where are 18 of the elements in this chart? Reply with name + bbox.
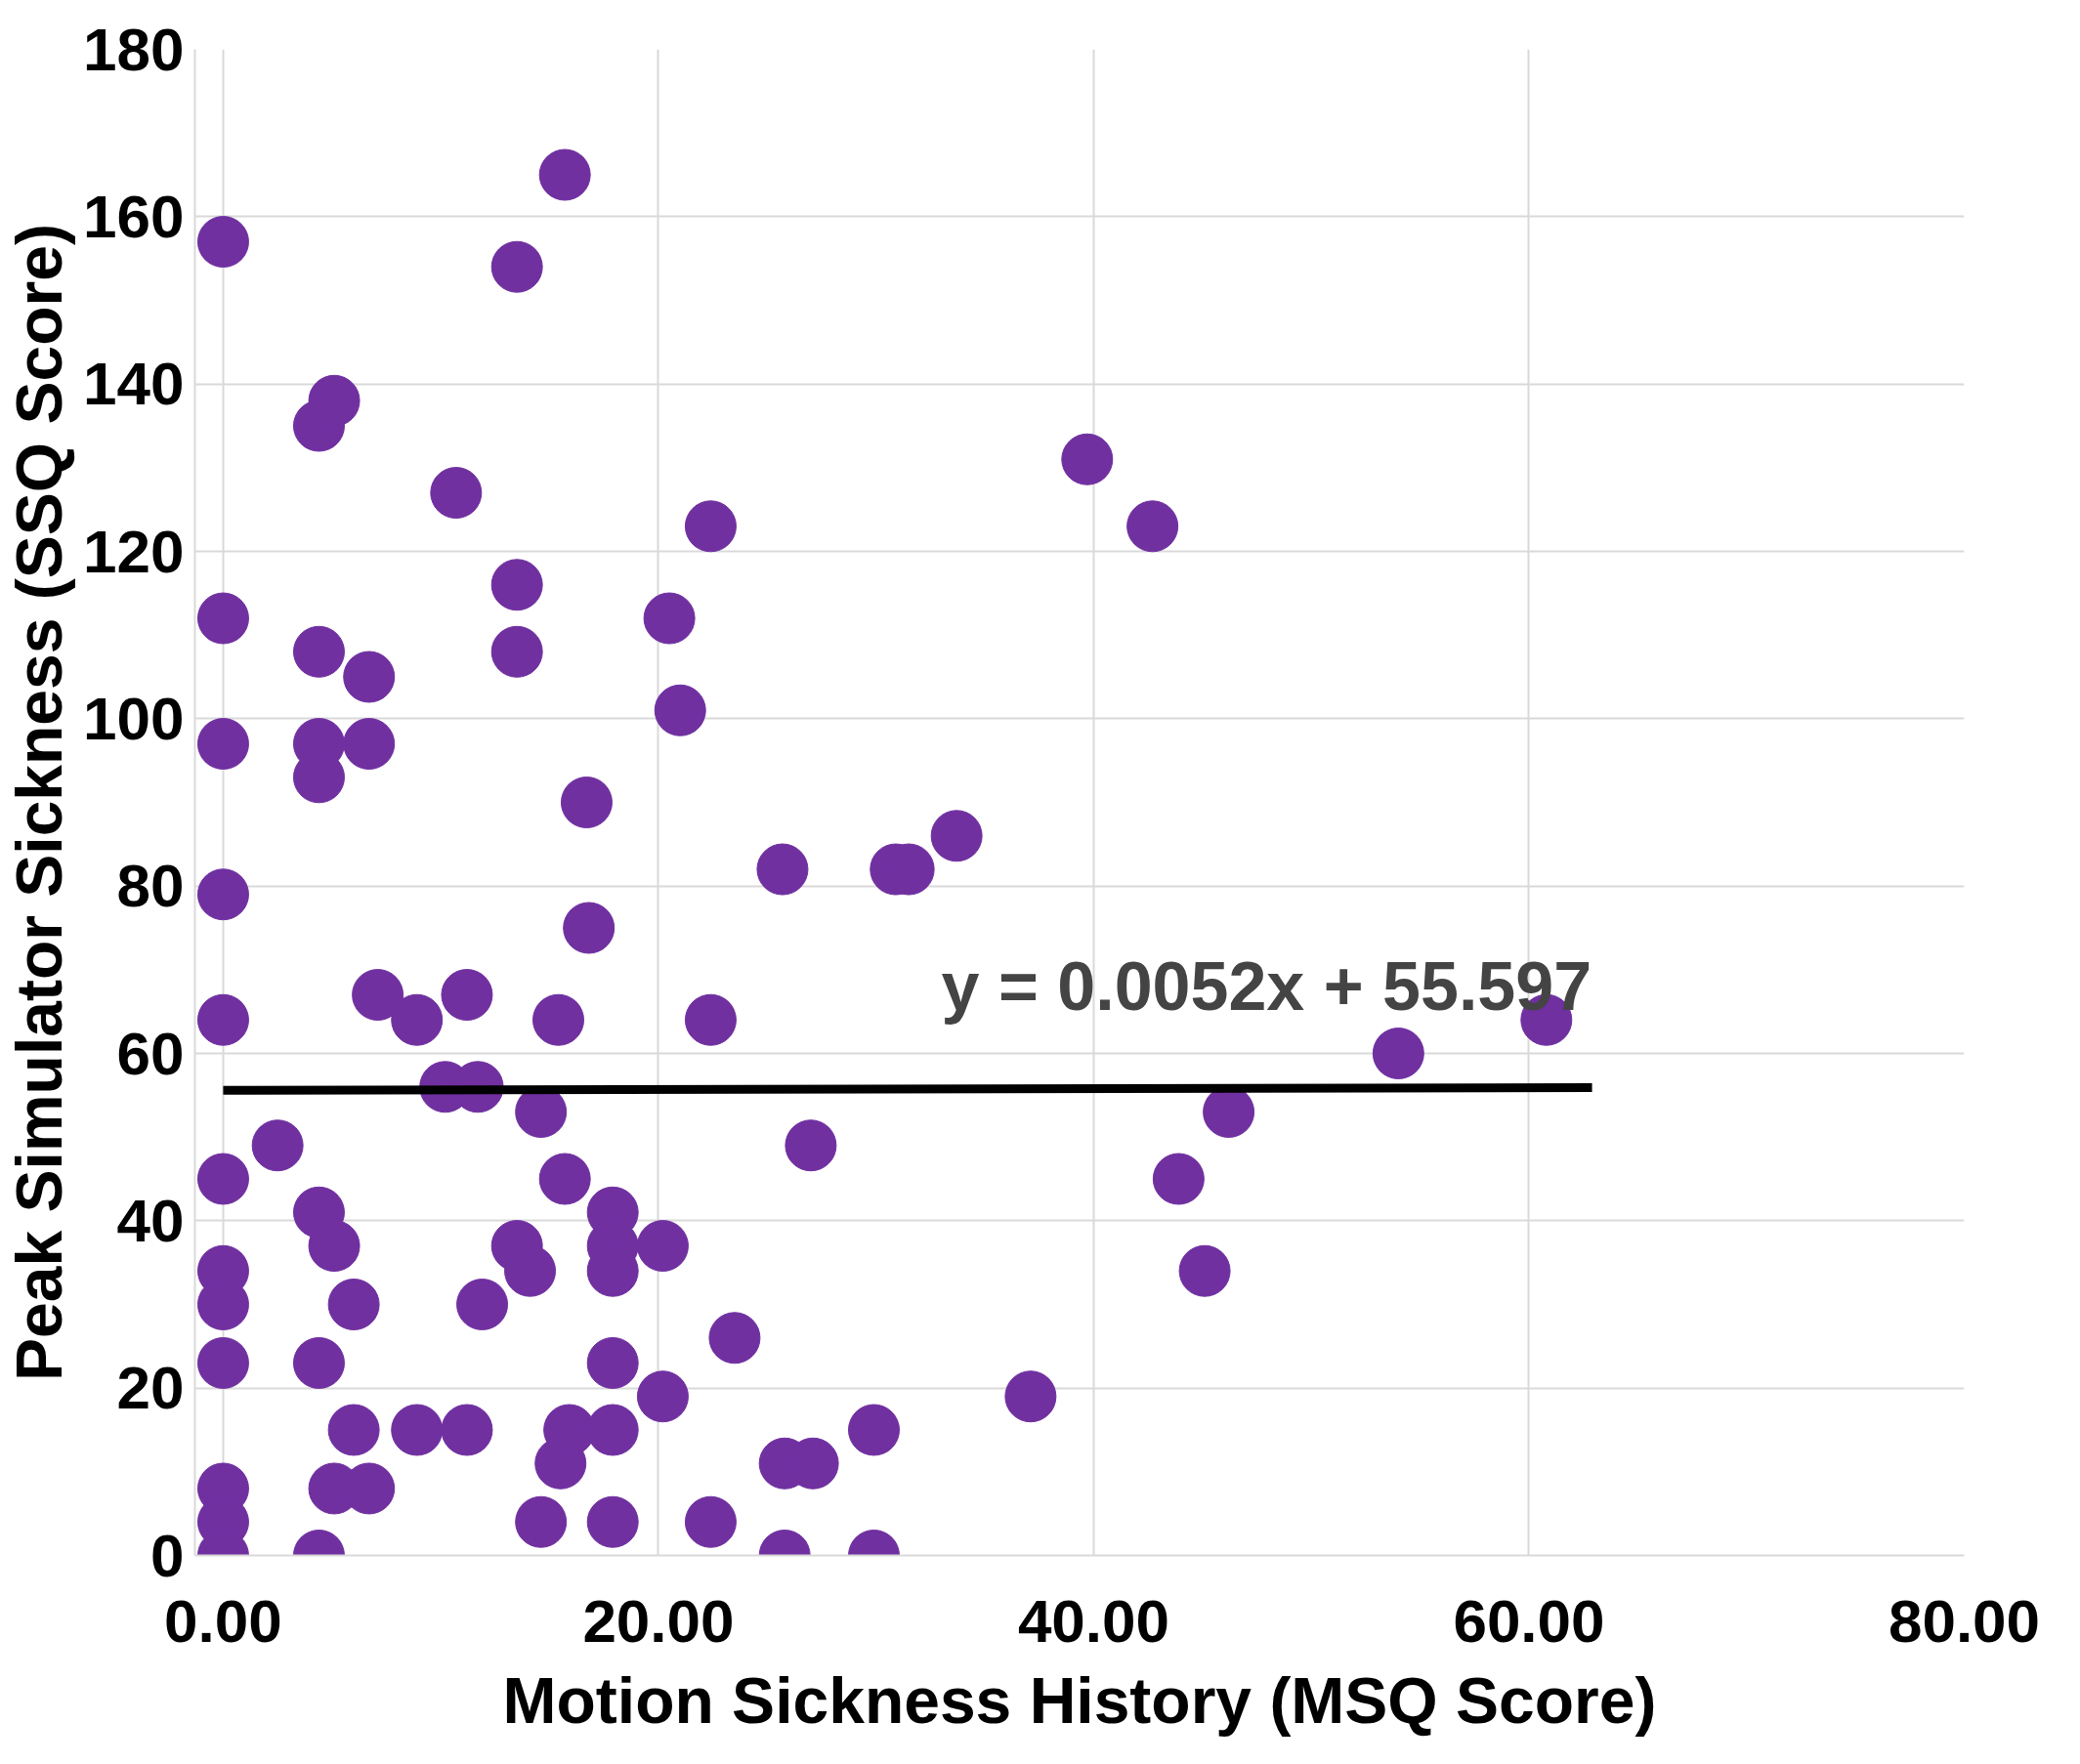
- x-tick-label: 20.00: [582, 1586, 735, 1655]
- y-tick-label: 80: [116, 852, 185, 920]
- x-tick-label: 80.00: [1888, 1586, 2041, 1655]
- y-tick-label: 20: [116, 1354, 185, 1422]
- y-tick-label: 100: [83, 684, 185, 752]
- y-tick-label: 0: [150, 1521, 185, 1589]
- x-axis-title: Motion Sickness History (MSQ Score): [502, 1663, 1657, 1737]
- y-tick-label: 120: [83, 517, 185, 585]
- x-tick-label: 60.00: [1453, 1586, 1605, 1655]
- x-tick-label: 40.00: [1017, 1586, 1170, 1655]
- y-tick-label: 40: [116, 1186, 185, 1254]
- x-tick-label: 0.00: [164, 1586, 282, 1655]
- y-axis-title: Peak Simulator Sickness (SSQ Score): [3, 224, 76, 1381]
- y-tick-label: 160: [83, 182, 185, 250]
- y-tick-label: 140: [83, 350, 185, 418]
- annotation: y = 0.0052x + 55.597: [941, 947, 1592, 1025]
- y-tick-label: 180: [83, 15, 185, 83]
- y-tick-label: 60: [116, 1019, 185, 1087]
